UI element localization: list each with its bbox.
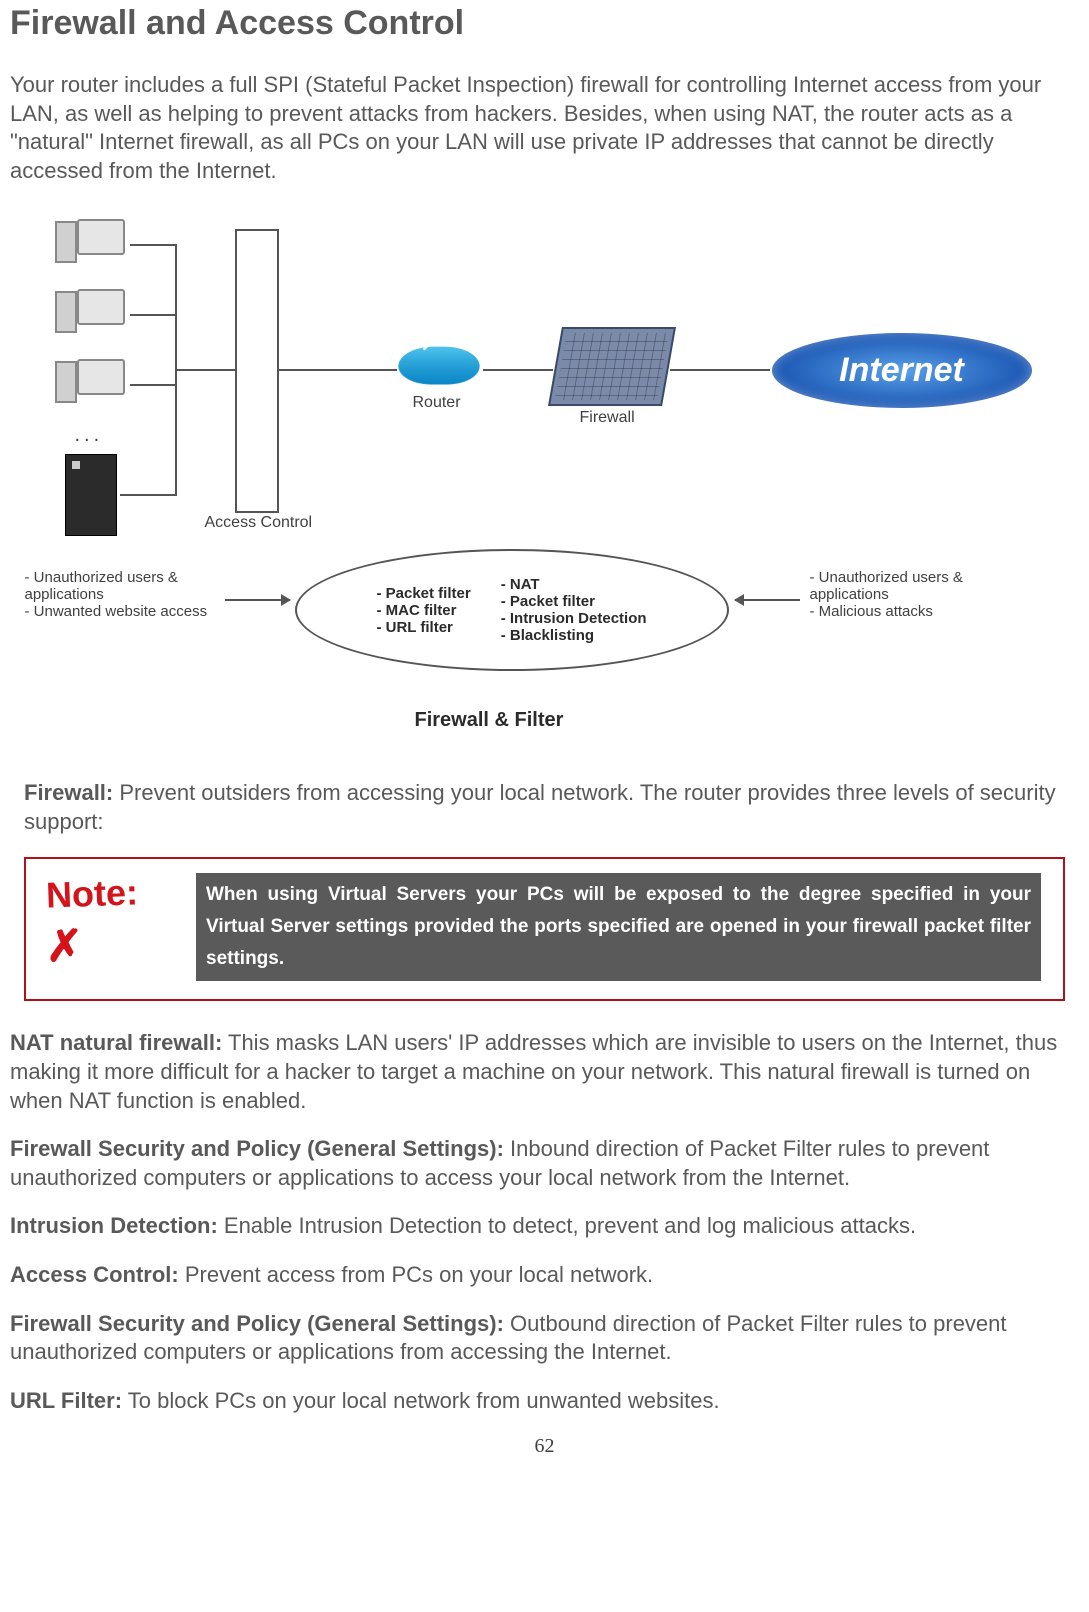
list-item: Unauthorized users & applications xyxy=(810,569,1020,603)
server-icon xyxy=(65,454,117,536)
intrusion-paragraph: Intrusion Detection: Enable Intrusion De… xyxy=(10,1212,1079,1241)
note-label-block: Note: ✗ xyxy=(46,873,176,966)
page-title: Firewall and Access Control xyxy=(10,4,1079,43)
fsp-inbound-paragraph: Firewall Security and Policy (General Se… xyxy=(10,1135,1079,1192)
intrusion-label: Intrusion Detection: xyxy=(10,1213,218,1238)
nat-label: NAT natural firewall: xyxy=(10,1030,222,1055)
diagram-line xyxy=(130,384,175,386)
diagram-line xyxy=(177,369,235,371)
computer-icon xyxy=(55,289,125,344)
intrusion-text: Enable Intrusion Detection to detect, pr… xyxy=(218,1213,916,1238)
bubble-left-list: Packet filter MAC filter URL filter xyxy=(376,585,470,636)
note-box: Note: ✗ When using Virtual Servers your … xyxy=(24,857,1065,1002)
note-x-icon: ✗ xyxy=(46,922,83,971)
fsp-outbound-paragraph: Firewall Security and Policy (General Se… xyxy=(10,1310,1079,1367)
nat-paragraph: NAT natural firewall: This masks LAN use… xyxy=(10,1029,1079,1115)
filter-bubble: Packet filter MAC filter URL filter NAT … xyxy=(295,549,729,671)
firewall-label: Firewall xyxy=(580,409,635,427)
ellipsis: ... xyxy=(75,424,104,447)
list-item: Unauthorized users & applications xyxy=(25,569,225,603)
note-text: When using Virtual Servers your PCs will… xyxy=(196,873,1041,982)
diagram-caption: Firewall & Filter xyxy=(415,709,564,732)
diagram-line xyxy=(130,314,175,316)
fsp-inbound-label: Firewall Security and Policy (General Se… xyxy=(10,1136,504,1161)
list-item: Packet filter xyxy=(376,585,470,602)
list-item: Intrusion Detection xyxy=(501,610,647,627)
diagram-left-list: Unauthorized users & applications Unwant… xyxy=(25,569,225,620)
firewall-label: Firewall: xyxy=(24,780,113,805)
url-filter-text: To block PCs on your local network from … xyxy=(122,1388,720,1413)
firewall-icon xyxy=(548,327,676,406)
computer-icon xyxy=(55,359,125,414)
diagram-arrow xyxy=(225,599,290,601)
internet-icon: Internet xyxy=(770,331,1034,410)
router-label: Router xyxy=(413,394,461,412)
list-item: Unwanted website access xyxy=(25,603,225,620)
access-control-label: Access Control xyxy=(205,514,313,532)
note-label: Note: xyxy=(45,871,138,916)
computer-icon xyxy=(55,219,125,274)
diagram-line xyxy=(130,244,175,246)
intro-paragraph: Your router includes a full SPI (Statefu… xyxy=(10,71,1079,185)
firewall-paragraph: Firewall: Prevent outsiders from accessi… xyxy=(24,779,1065,836)
access-control-paragraph: Access Control: Prevent access from PCs … xyxy=(10,1261,1079,1290)
list-item: Malicious attacks xyxy=(810,603,1020,620)
firewall-text: Prevent outsiders from accessing your lo… xyxy=(24,780,1056,834)
fsp-outbound-label: Firewall Security and Policy (General Se… xyxy=(10,1311,504,1336)
firewall-diagram: ... Access Control ⇆ Router Firewall Int… xyxy=(15,209,1075,759)
diagram-line xyxy=(483,369,553,371)
diagram-line xyxy=(670,369,770,371)
access-control-box xyxy=(235,229,279,513)
router-icon: ⇆ xyxy=(395,334,485,394)
access-control-label: Access Control: xyxy=(10,1262,179,1287)
diagram-line xyxy=(120,494,175,496)
list-item: MAC filter xyxy=(376,602,470,619)
url-filter-label: URL Filter: xyxy=(10,1388,122,1413)
diagram-arrow xyxy=(735,599,800,601)
list-item: URL filter xyxy=(376,619,470,636)
url-filter-paragraph: URL Filter: To block PCs on your local n… xyxy=(10,1387,1079,1416)
list-item: NAT xyxy=(501,576,647,593)
diagram-line xyxy=(277,369,397,371)
diagram-right-list: Unauthorized users & applications Malici… xyxy=(810,569,1020,620)
page-number: 62 xyxy=(10,1435,1079,1458)
list-item: Packet filter xyxy=(501,593,647,610)
bubble-right-list: NAT Packet filter Intrusion Detection Bl… xyxy=(501,576,647,644)
access-control-text: Prevent access from PCs on your local ne… xyxy=(179,1262,653,1287)
list-item: Blacklisting xyxy=(501,627,647,644)
